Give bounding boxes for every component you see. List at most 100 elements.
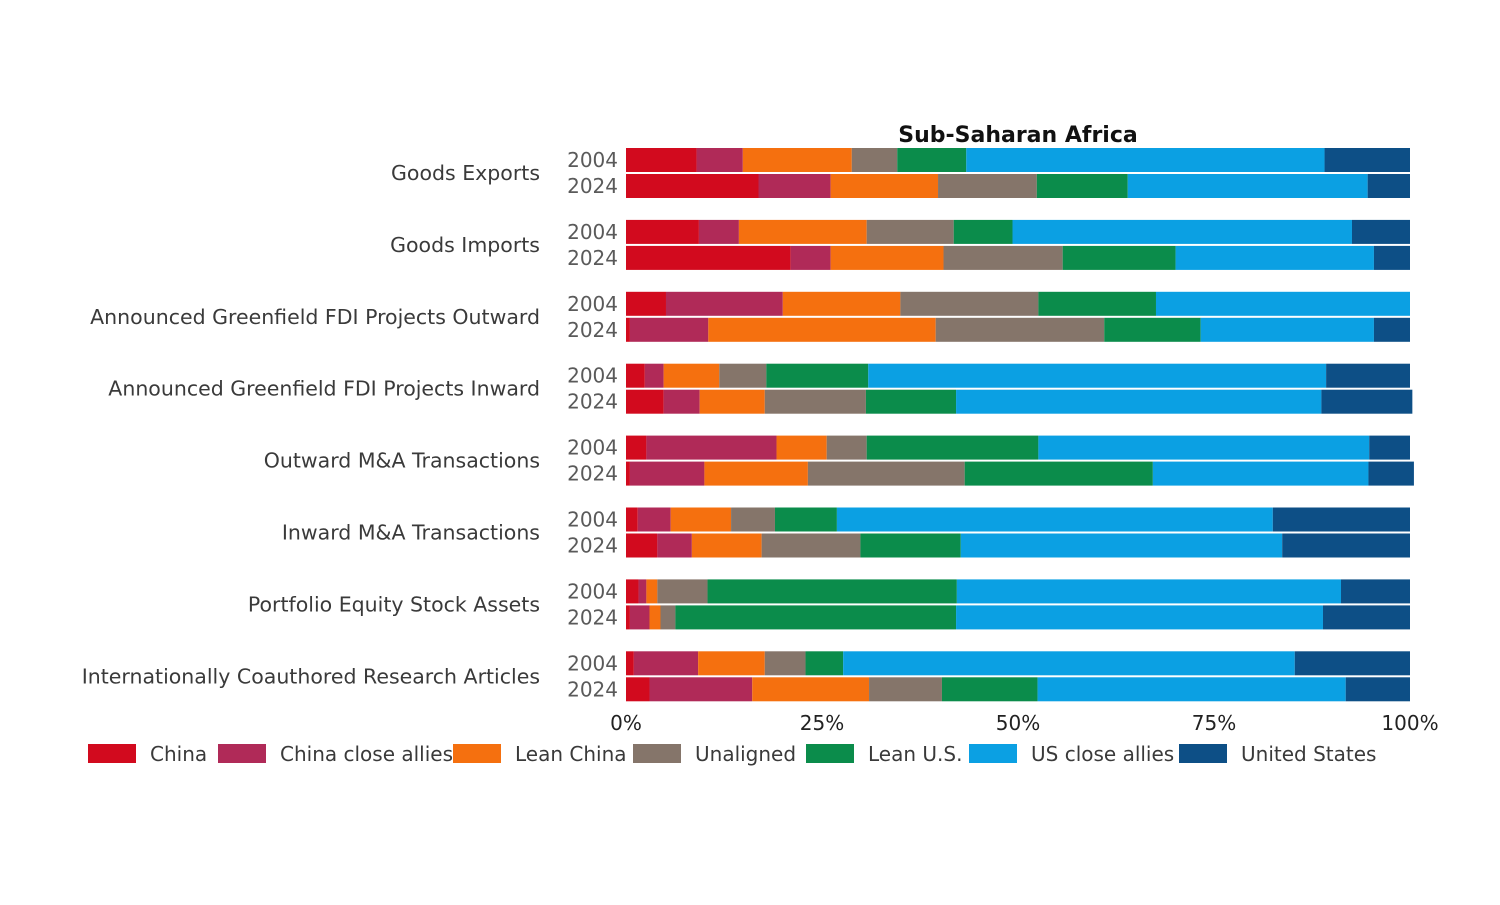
year-label: 2004 [567, 148, 618, 172]
bar-segment-unaligned-announced-greenfield-fdi-projects-outward-2024 [935, 317, 1105, 342]
bar-segment-unaligned-announced-greenfield-fdi-projects-inward-2004 [719, 363, 767, 388]
year-label: 2024 [567, 534, 618, 558]
bar-segment-us-close-allies-announced-greenfield-fdi-projects-outward-2024 [1200, 317, 1374, 342]
bar-segment-united-states-portfolio-equity-stock-assets-2024 [1322, 605, 1410, 630]
bar-segment-lean-u-s-goods-exports-2004 [897, 148, 967, 172]
bar-segment-unaligned-inward-m-a-transactions-2024 [761, 533, 861, 558]
bar-segment-unaligned-goods-imports-2024 [943, 245, 1063, 270]
bar-segment-lean-china-announced-greenfield-fdi-projects-outward-2024 [708, 317, 936, 342]
bar-segment-us-close-allies-inward-m-a-transactions-2004 [836, 507, 1273, 532]
bar-segment-lean-u-s-announced-greenfield-fdi-projects-inward-2004 [766, 363, 869, 388]
bar-segment-united-states-goods-imports-2024 [1373, 245, 1410, 270]
chart-title: Sub-Saharan Africa [898, 123, 1137, 148]
legend-item-lean-china: Lean China [453, 742, 627, 766]
bar-segment-lean-china-outward-m-a-transactions-2024 [704, 461, 808, 486]
bar-segment-lean-u-s-portfolio-equity-stock-assets-2004 [707, 579, 957, 604]
legend-item-us-close-allies: US close allies [969, 742, 1174, 766]
bar-segment-lean-u-s-outward-m-a-transactions-2004 [866, 435, 1039, 460]
bar-segment-united-states-portfolio-equity-stock-assets-2004 [1341, 579, 1410, 604]
bar-segment-lean-china-goods-exports-2024 [830, 174, 939, 198]
bar-segment-us-close-allies-inward-m-a-transactions-2024 [960, 533, 1283, 558]
legend-item-united-states: United States [1179, 742, 1376, 766]
bar-segment-china-close-allies-outward-m-a-transactions-2004 [646, 435, 777, 460]
x-tick-label: 0% [610, 711, 642, 735]
year-label: 2004 [567, 292, 618, 316]
x-tick-label: 50% [996, 711, 1040, 735]
year-label: 2024 [567, 318, 618, 342]
year-label: 2024 [567, 462, 618, 486]
bar-segment-us-close-allies-goods-exports-2004 [966, 148, 1325, 172]
category-label-announced-greenfield-fdi-projects-inward: Announced Greenfield FDI Projects Inward [108, 377, 540, 401]
bar-segment-united-states-outward-m-a-transactions-2004 [1369, 435, 1410, 460]
bar-segment-china-inward-m-a-transactions-2024 [626, 533, 658, 558]
bar-segment-lean-china-goods-imports-2004 [738, 219, 867, 244]
category-label-announced-greenfield-fdi-projects-outward: Announced Greenfield FDI Projects Outwar… [90, 305, 540, 329]
bar-segment-us-close-allies-goods-imports-2024 [1175, 245, 1374, 270]
bar-segment-us-close-allies-goods-imports-2004 [1012, 219, 1352, 244]
bar-segment-us-close-allies-portfolio-equity-stock-assets-2024 [956, 605, 1323, 630]
bar-segment-lean-u-s-announced-greenfield-fdi-projects-outward-2004 [1038, 291, 1156, 316]
year-label: 2024 [567, 677, 618, 701]
bar-segment-lean-u-s-goods-imports-2024 [1062, 245, 1176, 270]
bar-segment-lean-china-outward-m-a-transactions-2004 [776, 435, 827, 460]
bar-segment-us-close-allies-internationally-coauthored-research-articles-2024 [1037, 677, 1346, 702]
bar-segment-china-close-allies-portfolio-equity-stock-assets-2024 [629, 605, 650, 630]
bar-segment-china-internationally-coauthored-research-articles-2024 [626, 677, 650, 702]
legend-swatch [633, 744, 681, 763]
bar-segment-us-close-allies-portfolio-equity-stock-assets-2004 [956, 579, 1342, 604]
year-label: 2004 [567, 651, 618, 675]
legend-swatch [1179, 744, 1227, 763]
bar-segment-china-goods-exports-2024 [626, 174, 759, 198]
legend-swatch [806, 744, 854, 763]
bar-segment-china-close-allies-goods-imports-2024 [790, 245, 831, 270]
bar-segment-us-close-allies-announced-greenfield-fdi-projects-inward-2024 [956, 389, 1322, 414]
bar-segment-united-states-inward-m-a-transactions-2004 [1272, 507, 1410, 532]
bar-segment-lean-china-portfolio-equity-stock-assets-2024 [649, 605, 661, 630]
bar-segment-china-close-allies-goods-exports-2024 [758, 174, 831, 198]
bar-segment-lean-u-s-announced-greenfield-fdi-projects-inward-2024 [865, 389, 957, 414]
bar-segment-china-close-allies-internationally-coauthored-research-articles-2024 [649, 677, 753, 702]
bar-segment-lean-u-s-inward-m-a-transactions-2004 [774, 507, 837, 532]
legend-swatch [218, 744, 266, 763]
bar-segment-china-close-allies-goods-imports-2004 [698, 219, 739, 244]
year-label: 2024 [567, 390, 618, 414]
bar-segment-lean-china-inward-m-a-transactions-2024 [691, 533, 762, 558]
bar-segment-united-states-goods-exports-2024 [1367, 174, 1410, 198]
legend-label: Lean China [515, 742, 627, 766]
year-label: 2024 [567, 246, 618, 270]
bar-segment-united-states-announced-greenfield-fdi-projects-inward-2004 [1326, 363, 1410, 388]
bar-segment-lean-china-announced-greenfield-fdi-projects-inward-2024 [699, 389, 765, 414]
bar-segment-china-close-allies-inward-m-a-transactions-2004 [637, 507, 671, 532]
bar-segment-united-states-goods-exports-2004 [1324, 148, 1410, 172]
bar-segment-unaligned-goods-imports-2004 [866, 219, 954, 244]
category-label-outward-m-a-transactions: Outward M&A Transactions [264, 449, 540, 473]
legend-label: China [150, 742, 207, 766]
x-tick-label: 100% [1381, 711, 1438, 735]
bar-segment-unaligned-internationally-coauthored-research-articles-2024 [869, 677, 942, 702]
bar-segment-unaligned-internationally-coauthored-research-articles-2004 [764, 651, 806, 676]
bar-segment-united-states-internationally-coauthored-research-articles-2004 [1294, 651, 1410, 676]
bar-segment-china-close-allies-announced-greenfield-fdi-projects-inward-2024 [663, 389, 700, 414]
bar-segment-us-close-allies-announced-greenfield-fdi-projects-outward-2004 [1155, 291, 1410, 316]
legend-label: China close allies [280, 742, 453, 766]
bar-segment-china-outward-m-a-transactions-2004 [626, 435, 647, 460]
bar-segment-lean-china-internationally-coauthored-research-articles-2004 [698, 651, 765, 676]
year-label: 2004 [567, 220, 618, 244]
legend-item-china: China [88, 742, 207, 766]
bar-segment-china-close-allies-portfolio-equity-stock-assets-2004 [638, 579, 647, 604]
bar-segment-unaligned-goods-exports-2004 [851, 148, 898, 172]
category-label-inward-m-a-transactions: Inward M&A Transactions [282, 521, 540, 545]
bar-segment-us-close-allies-outward-m-a-transactions-2024 [1152, 461, 1369, 486]
bar-segment-unaligned-outward-m-a-transactions-2004 [826, 435, 867, 460]
bar-segment-united-states-goods-imports-2004 [1351, 219, 1410, 244]
legend-label: United States [1241, 742, 1376, 766]
bar-segment-unaligned-portfolio-equity-stock-assets-2004 [657, 579, 708, 604]
bar-segment-lean-u-s-announced-greenfield-fdi-projects-outward-2024 [1104, 317, 1201, 342]
bar-segment-china-internationally-coauthored-research-articles-2004 [626, 651, 634, 676]
year-label: 2004 [567, 508, 618, 532]
bar-segment-china-close-allies-internationally-coauthored-research-articles-2004 [633, 651, 699, 676]
year-label: 2004 [567, 436, 618, 460]
bar-segment-unaligned-goods-exports-2024 [938, 174, 1037, 198]
